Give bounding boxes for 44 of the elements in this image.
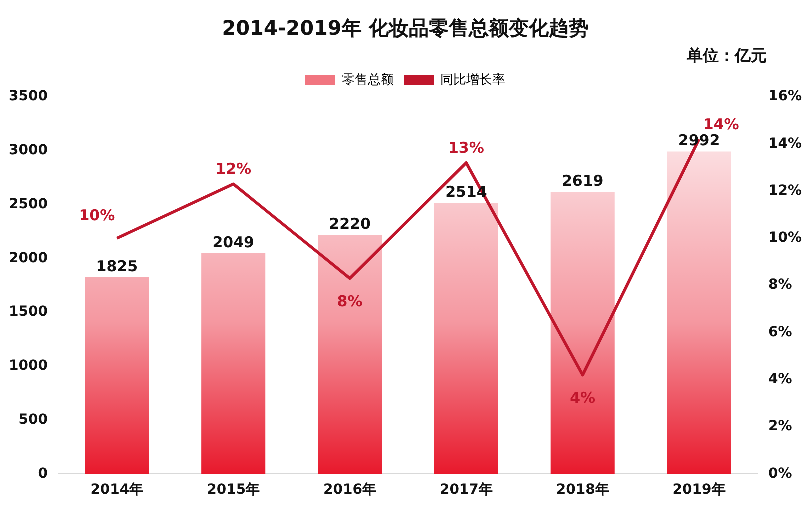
y-tick-label: 3500 (8, 88, 48, 105)
data-label: 1825 (96, 257, 138, 276)
x-tick-label: 2019年 (672, 482, 726, 498)
text: 单位：亿元 (687, 46, 767, 67)
y2-tick-label: 0% (768, 466, 792, 482)
bar (434, 203, 498, 474)
y-tick-label: 2000 (8, 250, 48, 266)
y2-tick-label: 10% (768, 230, 802, 246)
x-tick-label: 2016年 (324, 482, 376, 498)
data-label: 2992 (678, 132, 720, 150)
legend-label: 同比增长率 (440, 72, 506, 88)
bar (318, 234, 382, 474)
chart-title: 2014-2019年 化妆品零售总额变化趋势 (222, 16, 589, 40)
data-label: 8% (337, 292, 363, 310)
y-tick-label: 0 (38, 466, 48, 482)
bar (202, 253, 266, 474)
y2-tick-label: 8% (768, 277, 792, 294)
bar (85, 278, 150, 474)
data-label: 12% (216, 160, 252, 178)
data-label: 14% (703, 115, 740, 134)
x-tick-label: 2017年 (440, 482, 493, 498)
y2-tick-label: 4% (768, 372, 792, 388)
data-label: 2220 (329, 214, 371, 233)
y2-tick-label: 2% (768, 418, 792, 435)
y-tick-label: 500 (18, 412, 48, 428)
data-label: 13% (448, 138, 484, 157)
y-tick-label: 3000 (8, 142, 48, 159)
x-tick-label: 2018年 (556, 482, 610, 498)
y-tick-label: 2500 (8, 196, 48, 212)
data-label: 2049 (212, 233, 254, 252)
bar (667, 152, 732, 474)
x-tick-label: 2015年 (207, 482, 260, 498)
legend-label: 零售总额 (342, 72, 394, 88)
y2-tick-label: 12% (768, 182, 802, 199)
y2-tick-label: 14% (768, 136, 802, 152)
x-tick-label: 2014年 (90, 482, 144, 498)
data-label: 4% (570, 389, 596, 408)
y-tick-label: 1000 (8, 358, 48, 374)
y2-tick-label: 16% (768, 88, 802, 105)
data-label: 10% (79, 206, 116, 224)
y-tick-label: 1500 (8, 304, 48, 320)
bar (550, 192, 615, 474)
y2-tick-label: 6% (768, 324, 792, 340)
data-label: 2619 (562, 172, 604, 190)
